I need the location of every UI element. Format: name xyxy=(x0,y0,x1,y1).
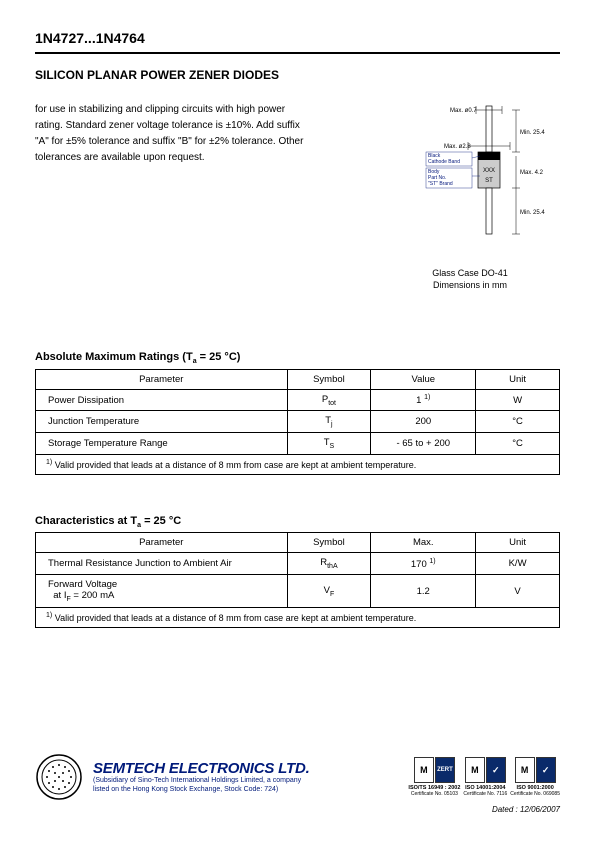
char-heading: Characteristics at Ta = 25 °C xyxy=(35,515,560,529)
footer: SEMTECH ELECTRONICS LTD. (Subsidiary of … xyxy=(35,753,560,814)
cell-unit: °C xyxy=(476,433,560,455)
cell-value: 1.2 xyxy=(371,575,476,608)
cell-value: - 65 to + 200 xyxy=(371,433,476,455)
label-cathode-2: Cathode Band xyxy=(428,159,460,165)
table-header-row: Parameter Symbol Max. Unit xyxy=(36,533,560,553)
cell-unit: K/W xyxy=(476,553,560,575)
dated-label: Dated : xyxy=(492,805,520,814)
intro-text: for use in stabilizing and clipping circ… xyxy=(35,102,315,291)
cell-unit: V xyxy=(476,575,560,608)
col-max: Max. xyxy=(371,533,476,553)
dim-lead-bot: Min. 25.4 xyxy=(520,210,545,216)
cell-value: 200 xyxy=(371,411,476,433)
cert-block: M ✓ ISO 9001:2000 Certificate No. 069085 xyxy=(510,757,560,797)
characteristics-table: Parameter Symbol Max. Unit Thermal Resis… xyxy=(35,532,560,628)
cert-badges: M ZERT ISO/TS 16949 : 2002 Certificate N… xyxy=(408,757,560,797)
cert-mark-icon: ✓ xyxy=(536,757,556,783)
table-row: Storage Temperature Range TS - 65 to + 2… xyxy=(36,433,560,455)
cell-value: 170 1) xyxy=(371,553,476,575)
caption-line2: Dimensions in mm xyxy=(433,280,507,290)
abs-max-table: Parameter Symbol Value Unit Power Dissip… xyxy=(35,369,560,476)
cell-symbol: RthA xyxy=(287,553,371,575)
col-value: Value xyxy=(371,369,476,389)
abs-max-footnote: 1) Valid provided that leads at a distan… xyxy=(36,455,560,475)
dated: Dated : 12/06/2007 xyxy=(35,805,560,814)
table-row: Forward Voltage at IF = 200 mA VF 1.2 V xyxy=(36,575,560,608)
col-parameter: Parameter xyxy=(36,369,288,389)
table-footnote-row: 1) Valid provided that leads at a distan… xyxy=(36,608,560,628)
abs-max-heading: Absolute Maximum Ratings (Ta = 25 °C) xyxy=(35,351,560,365)
cert-block: M ✓ ISO 14001:2004 Certificate No. 7116 xyxy=(463,757,507,797)
cell-param: Forward Voltage at IF = 200 mA xyxy=(36,575,288,608)
caption-line1: Glass Case DO-41 xyxy=(432,268,508,278)
cell-param: Junction Temperature xyxy=(36,411,288,433)
dim-lead-top: Min. 25.4 xyxy=(520,130,545,136)
cert-no: Certificate No. 05103 xyxy=(411,791,458,797)
table-row: Junction Temperature Tj 200 °C xyxy=(36,411,560,433)
cell-unit: °C xyxy=(476,411,560,433)
table-row: Power Dissipation Ptot 1 1) W xyxy=(36,389,560,411)
header-bar: 1N4727...1N4764 xyxy=(35,30,560,54)
package-diagram: XXX ST Max. ø0.7 Max. ø2.8 Min. 25.4 xyxy=(380,102,560,291)
table-footnote-row: 1) Valid provided that leads at a distan… xyxy=(36,455,560,475)
do41-svg: XXX ST Max. ø0.7 Max. ø2.8 Min. 25.4 xyxy=(390,102,550,262)
company-block: SEMTECH ELECTRONICS LTD. (Subsidiary of … xyxy=(93,760,408,794)
col-symbol: Symbol xyxy=(287,369,371,389)
cert-no: Certificate No. 7116 xyxy=(463,791,507,797)
mark-xxx: XXX xyxy=(483,168,495,174)
cell-unit: W xyxy=(476,389,560,411)
dim-body-len: Max. 4.2 xyxy=(520,170,544,176)
dim-lead-dia: Max. ø0.7 xyxy=(450,108,477,114)
company-name: SEMTECH ELECTRONICS LTD. xyxy=(93,760,408,777)
cell-param: Thermal Resistance Junction to Ambient A… xyxy=(36,553,288,575)
mark-st: ST xyxy=(485,178,493,184)
moody-icon: M xyxy=(515,757,535,783)
dim-body-dia: Max. ø2.8 xyxy=(444,144,471,150)
table-row: Thermal Resistance Junction to Ambient A… xyxy=(36,553,560,575)
cert-mark-icon: ✓ xyxy=(486,757,506,783)
diagram-caption: Glass Case DO-41 Dimensions in mm xyxy=(380,268,560,291)
cell-symbol: Ptot xyxy=(287,389,371,411)
table-header-row: Parameter Symbol Value Unit xyxy=(36,369,560,389)
col-parameter: Parameter xyxy=(36,533,288,553)
cell-value: 1 1) xyxy=(371,389,476,411)
cert-mark-icon: ZERT xyxy=(435,757,455,783)
moody-icon: M xyxy=(465,757,485,783)
label-body-3: "ST" Brand xyxy=(428,181,453,187)
col-unit: Unit xyxy=(476,533,560,553)
char-footnote: 1) Valid provided that leads at a distan… xyxy=(36,608,560,628)
col-unit: Unit xyxy=(476,369,560,389)
cert-block: M ZERT ISO/TS 16949 : 2002 Certificate N… xyxy=(408,757,460,797)
cert-no: Certificate No. 069085 xyxy=(510,791,560,797)
intro-row: for use in stabilizing and clipping circ… xyxy=(35,102,560,291)
company-logo-icon xyxy=(35,753,83,801)
cell-param: Storage Temperature Range xyxy=(36,433,288,455)
company-sub1: (Subsidiary of Sino-Tech International H… xyxy=(93,777,408,785)
dated-value: 12/06/2007 xyxy=(520,805,560,814)
cell-symbol: VF xyxy=(287,575,371,608)
company-sub2: listed on the Hong Kong Stock Exchange, … xyxy=(93,786,408,794)
part-range: 1N4727...1N4764 xyxy=(35,30,560,46)
col-symbol: Symbol xyxy=(287,533,371,553)
moody-icon: M xyxy=(414,757,434,783)
page-title: SILICON PLANAR POWER ZENER DIODES xyxy=(35,68,560,82)
cell-symbol: Tj xyxy=(287,411,371,433)
cell-symbol: TS xyxy=(287,433,371,455)
cell-param: Power Dissipation xyxy=(36,389,288,411)
